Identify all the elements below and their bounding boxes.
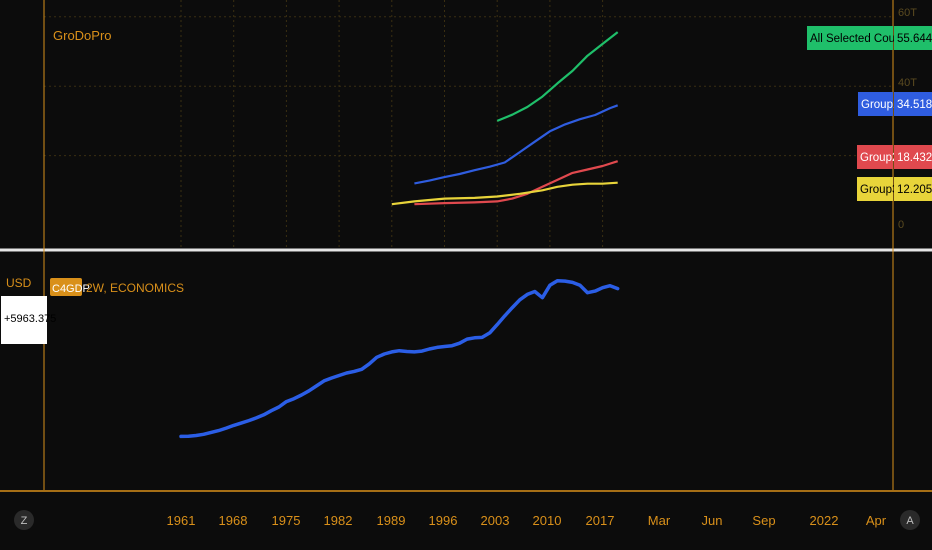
x-tick-label: 1975 (272, 513, 301, 528)
y-tick-label: 0 (898, 219, 904, 231)
a-button-label[interactable]: A (906, 515, 914, 527)
a-button-bg (900, 510, 920, 530)
series-line-group2 (414, 160, 619, 206)
top-grid (44, 0, 893, 248)
y-tick-label: 60T (898, 7, 917, 19)
badge-label-bg (857, 145, 893, 169)
symbol-chip-bg (50, 278, 82, 296)
series-line-group3 (391, 181, 618, 206)
x-tick-label: 2022 (810, 513, 839, 528)
bottom-series (179, 278, 620, 439)
badge-value: 34.518T (897, 99, 932, 111)
x-tick-label: 1996 (429, 513, 458, 528)
price-label-box (1, 296, 47, 344)
indicator-title[interactable]: GroDoPro (53, 28, 112, 43)
x-tick-label: 2017 (586, 513, 615, 528)
x-tick-label: Sep (752, 513, 775, 528)
x-tick-label: Apr (866, 513, 887, 528)
badge-value: 55.644T (897, 33, 932, 45)
badge-label-bg (807, 26, 893, 50)
x-tick-label: 2003 (481, 513, 510, 528)
x-tick-label: Jun (702, 513, 723, 528)
x-tick-label: 1961 (167, 513, 196, 528)
symbol-chip[interactable]: C4GDP (50, 278, 90, 296)
series-line-c4gdp (179, 278, 620, 439)
symbol-interval-source: 2W, ECONOMICS (86, 281, 184, 295)
badge-label: Group3 (860, 184, 898, 196)
badge-label: Group1 (861, 99, 899, 111)
top-series (391, 31, 619, 206)
x-tick-label: 2010 (533, 513, 562, 528)
series-line-group1 (414, 104, 619, 185)
badge-value: 12.205T (897, 184, 932, 196)
y-tick-label: 40T (898, 77, 917, 89)
badge-value-bg (894, 145, 932, 169)
z-button-label[interactable]: Z (21, 515, 28, 527)
top-y-ticks: 60T 40T 0 (898, 7, 917, 231)
x-tick-label: 1968 (219, 513, 248, 528)
z-button-bg (14, 510, 34, 530)
badge-value: 18.432T (897, 152, 932, 164)
badge-value-bg (894, 92, 932, 116)
price-label: +5963.375 (4, 313, 56, 325)
badge-label-bg (857, 177, 893, 201)
currency-label: USD (6, 276, 32, 290)
x-tick-label: 1982 (324, 513, 353, 528)
symbol-name[interactable]: C4GDP (52, 283, 90, 295)
x-tick-label: 1989 (377, 513, 406, 528)
z-button[interactable]: Z (14, 510, 34, 530)
badge-label: Group2 (860, 152, 898, 164)
x-axis-ticks: 1961 1968 1975 1982 1989 1996 2003 2010 2017 Mar J… (167, 513, 887, 528)
badge-value-bg (894, 26, 932, 50)
x-tick-label: Mar (648, 513, 671, 528)
series-line-all-selected-countries (496, 31, 619, 122)
a-button[interactable]: A (900, 510, 920, 530)
badge-value-bg (894, 177, 932, 201)
badge-label-bg (858, 92, 893, 116)
